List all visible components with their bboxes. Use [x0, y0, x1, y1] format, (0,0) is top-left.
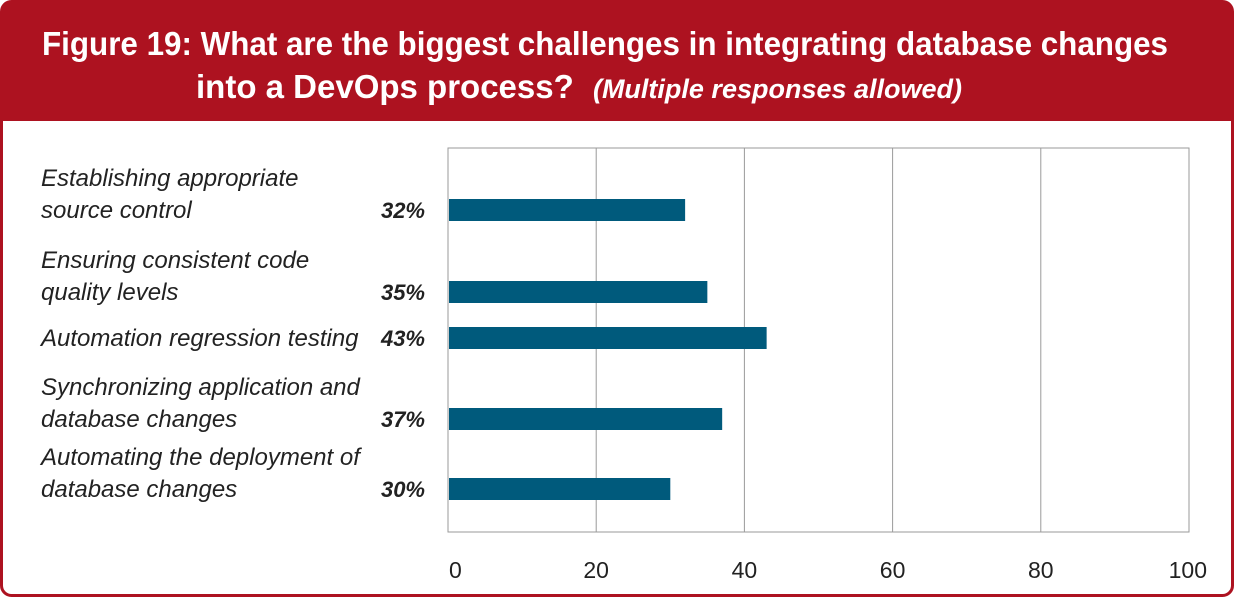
category-label: database changes — [41, 476, 237, 503]
plot-border — [447, 147, 1190, 533]
chart-title-question: into a DevOps process? — [196, 68, 574, 105]
bar — [449, 199, 686, 221]
value-label: 37% — [381, 407, 425, 432]
bar — [449, 281, 708, 303]
x-tick-label: 40 — [732, 557, 758, 583]
category-label: Synchronizing application and — [41, 374, 361, 401]
category-label: Establishing appropriate — [41, 165, 299, 192]
bar — [449, 327, 767, 349]
bar — [449, 408, 723, 430]
chart-title-line-1: Figure 19: What are the biggest challeng… — [42, 25, 1168, 62]
category-label: database changes — [41, 406, 237, 433]
category-label: quality levels — [41, 279, 178, 306]
chart-title-note: (Multiple responses allowed) — [593, 74, 962, 104]
category-label: Automating the deployment of — [39, 444, 362, 471]
title-banner — [1, 1, 1233, 121]
x-tick-label: 0 — [449, 557, 462, 583]
x-tick-label: 100 — [1169, 557, 1207, 583]
value-label: 35% — [381, 280, 425, 305]
category-label: source control — [41, 197, 192, 224]
bar — [449, 478, 671, 500]
value-label: 32% — [381, 198, 425, 223]
category-label: Automation regression testing — [39, 325, 359, 352]
category-label: Ensuring consistent code — [41, 247, 309, 274]
plot-area: 0 20 40 60 80 100 32% Establishing appropriate s… — [39, 147, 1207, 583]
value-label: 30% — [381, 477, 425, 502]
x-tick-label: 80 — [1028, 557, 1054, 583]
x-tick-label: 60 — [880, 557, 906, 583]
value-label: 43% — [380, 326, 425, 351]
x-tick-label: 20 — [583, 557, 609, 583]
chart-title-line-2: into a DevOps process? (Multiple respons… — [196, 68, 962, 105]
